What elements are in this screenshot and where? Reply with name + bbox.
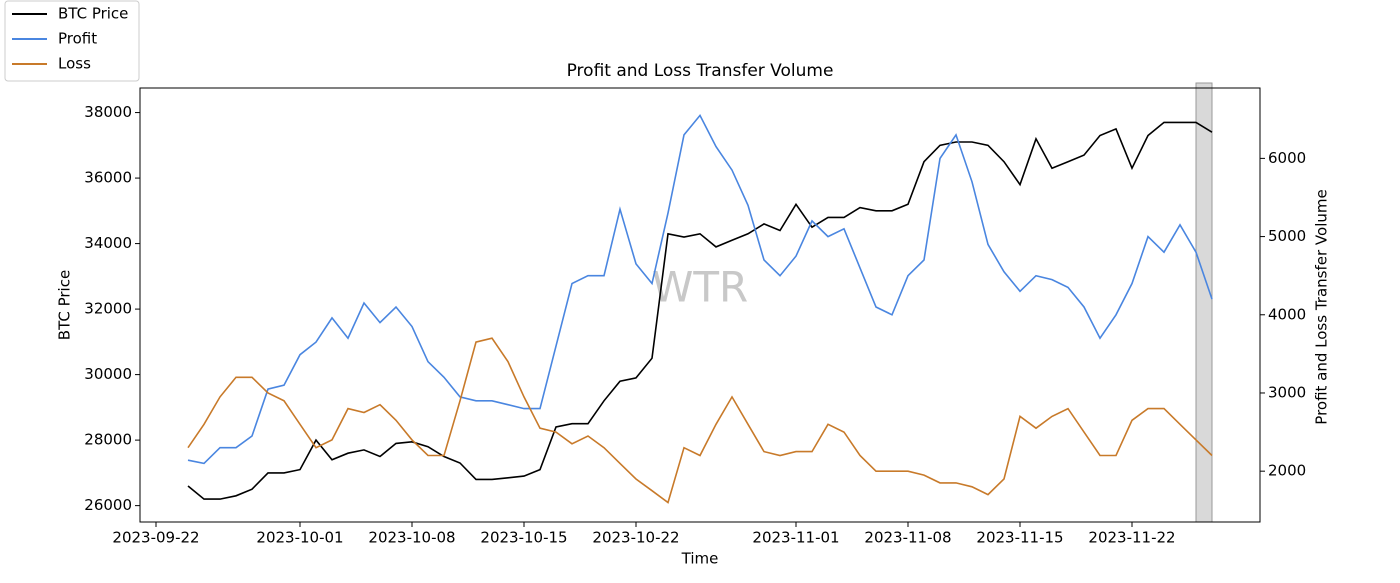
legend-box (4, 0, 140, 82)
y-tick-label: 38000 (84, 103, 132, 121)
x-tick-label: 2023-10-01 (256, 529, 343, 547)
series-line (187, 337, 1213, 504)
x-tick-label: 2023-10-22 (592, 529, 679, 547)
x-tick-label: 2023-09-22 (112, 529, 199, 547)
y2-tick-label: 5000 (1268, 227, 1306, 245)
shaded-span (1195, 82, 1213, 523)
x-tick-label: 2023-10-08 (368, 529, 455, 547)
y-tick-label: 32000 (84, 300, 132, 318)
y-tick-label: 26000 (84, 496, 132, 514)
y2-tick-label: 2000 (1268, 462, 1306, 480)
x-axis-label: Time (681, 550, 719, 568)
y-tick-label: 34000 (84, 234, 132, 252)
x-tick-label: 2023-11-08 (864, 529, 951, 547)
y-axis-label: BTC Price (56, 270, 74, 340)
legend-label: BTC Price (58, 5, 128, 23)
x-tick-label: 2023-10-15 (480, 529, 567, 547)
watermark: WTR (652, 263, 748, 312)
x-tick-label: 2023-11-15 (976, 529, 1063, 547)
y-tick-label: 28000 (84, 431, 132, 449)
series-line (187, 113, 1213, 465)
x-tick-label: 2023-11-22 (1088, 529, 1175, 547)
y2-tick-label: 4000 (1268, 305, 1306, 323)
chart-title: Profit and Loss Transfer Volume (567, 61, 834, 81)
y2-tick-label: 3000 (1268, 383, 1306, 401)
y-tick-label: 36000 (84, 169, 132, 187)
y2-axis-label: Profit and Loss Transfer Volume (1313, 189, 1331, 424)
series-line (187, 121, 1213, 500)
y-tick-label: 30000 (84, 365, 132, 383)
legend-label: Loss (58, 55, 91, 73)
x-tick-label: 2023-11-01 (752, 529, 839, 547)
legend-label: Profit (58, 30, 97, 48)
plot-frame (139, 87, 1261, 523)
y2-tick-label: 6000 (1268, 149, 1306, 167)
